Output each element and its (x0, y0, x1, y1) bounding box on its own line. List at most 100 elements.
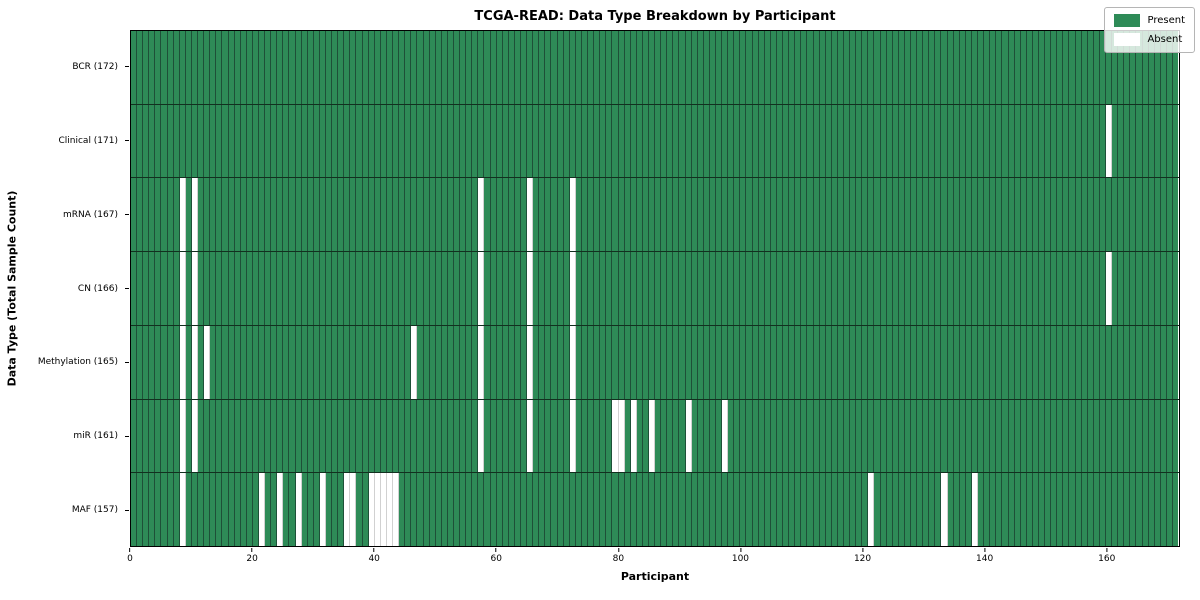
cell-present (1136, 399, 1143, 473)
cell-present (1124, 31, 1131, 104)
cell-present (600, 399, 607, 473)
cell-present (990, 252, 997, 325)
cell-present (332, 399, 339, 473)
cell-present (1099, 399, 1106, 473)
cell-present (527, 473, 534, 547)
cell-present (332, 104, 339, 178)
cell-present (1106, 325, 1113, 399)
cell-present (295, 31, 302, 104)
cell-present (837, 31, 844, 104)
cell-present (417, 31, 424, 104)
cell-present (502, 473, 509, 547)
cell-present (1154, 325, 1161, 399)
cell-present (222, 104, 229, 178)
cell-present (1051, 178, 1058, 252)
cell-present (228, 104, 235, 178)
cell-present (283, 31, 290, 104)
cell-present (1173, 104, 1179, 178)
cell-present (965, 31, 972, 104)
y-tick-mark (125, 288, 129, 289)
cell-present (929, 399, 936, 473)
cell-present (978, 252, 985, 325)
cell-present (1026, 473, 1033, 547)
cell-present (783, 473, 790, 547)
cell-present (984, 178, 991, 252)
cell-present (783, 178, 790, 252)
y-tick-label: Clinical (171) (58, 135, 118, 146)
cell-present (447, 252, 454, 325)
cell-present (204, 104, 211, 178)
x-tick-mark (373, 548, 375, 552)
cell-present (368, 104, 375, 178)
cell-present (478, 473, 485, 547)
cell-present (1142, 252, 1149, 325)
cell-present (1026, 31, 1033, 104)
cell-present (1160, 325, 1167, 399)
cell-present (405, 252, 412, 325)
cell-present (502, 104, 509, 178)
cell-present (435, 252, 442, 325)
cell-absent (179, 178, 186, 252)
cell-present (588, 178, 595, 252)
cell-absent (191, 399, 199, 473)
cell-present (971, 325, 979, 399)
cell-present (624, 473, 631, 547)
cell-present (1118, 252, 1125, 325)
cell-present (368, 178, 375, 252)
cell-present (161, 178, 168, 252)
cell-present (752, 178, 759, 252)
cell-present (374, 104, 381, 178)
cell-present (856, 399, 863, 473)
cell-present (161, 325, 168, 399)
x-tick-label: 80 (612, 554, 625, 564)
cell-present (453, 31, 461, 104)
cell-present (533, 31, 540, 104)
cell-present (880, 473, 887, 547)
cell-present (892, 104, 899, 178)
cell-present (307, 252, 314, 325)
cell-present (594, 399, 601, 473)
cell-present (795, 31, 802, 104)
cell-present (716, 325, 723, 399)
cell-present (484, 31, 491, 104)
cell-present (265, 31, 272, 104)
cell-present (277, 325, 284, 399)
cell-present (185, 178, 192, 252)
x-tick-label: 100 (731, 554, 750, 564)
cell-present (776, 325, 784, 399)
cell-present (527, 104, 534, 178)
cell-present (996, 325, 1003, 399)
cell-present (453, 399, 461, 473)
cell-present (1014, 31, 1021, 104)
cell-present (850, 473, 857, 547)
cell-present (874, 325, 881, 399)
cell-present (642, 104, 649, 178)
cell-present (581, 104, 589, 178)
cell-present (539, 178, 546, 252)
y-tick-mark (125, 140, 129, 142)
cell-present (795, 399, 802, 473)
cell-present (545, 399, 552, 473)
cell-present (1136, 178, 1143, 252)
cell-present (131, 473, 138, 547)
cell-present (655, 252, 662, 325)
cell-present (685, 252, 692, 325)
cell-present (417, 178, 424, 252)
cell-present (137, 31, 144, 104)
cell-absent (971, 473, 979, 547)
cell-present (332, 31, 339, 104)
cell-present (1136, 31, 1143, 104)
cell-present (1118, 473, 1125, 547)
cell-present (679, 31, 686, 104)
cell-present (685, 473, 692, 547)
cell-present (149, 399, 156, 473)
cell-present (917, 252, 924, 325)
cell-present (947, 178, 954, 252)
cell-present (1075, 252, 1082, 325)
y-tick-mark (125, 435, 129, 437)
cell-present (1093, 473, 1100, 547)
cell-present (679, 178, 686, 252)
x-tick-mark (1106, 548, 1108, 552)
cell-present (618, 104, 625, 178)
cell-present (588, 473, 595, 547)
